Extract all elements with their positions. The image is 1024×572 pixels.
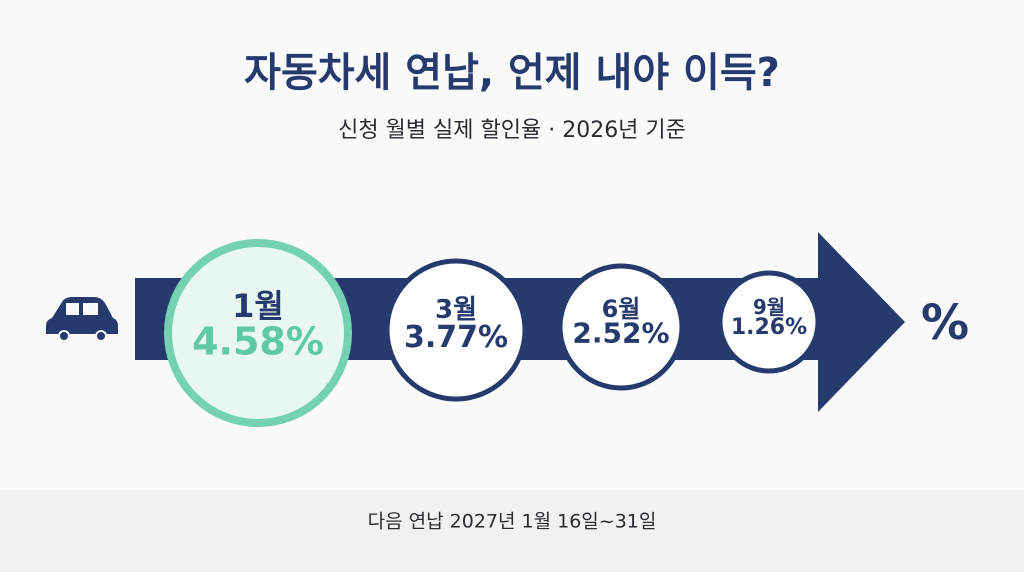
step-circle (717, 270, 821, 374)
step-rate: 3.77% (404, 320, 508, 355)
step-circle (164, 239, 352, 427)
arrow-end-label: % (921, 295, 969, 351)
step-rate: 1.26% (731, 315, 807, 340)
step-circle (384, 258, 528, 402)
footer-text: 다음 연납 2027년 1월 16일~31일 (368, 511, 657, 533)
step-rate: 4.58% (192, 319, 324, 363)
step-month: 1월 (232, 287, 284, 325)
subtitle: 신청 월별 실제 할인율 · 2026년 기준 (338, 118, 686, 143)
steps: 1월4.58% 3월3.77% 6월2.52% 9월1.26% (164, 239, 821, 427)
step-month: 6월 (602, 295, 641, 323)
footer-bar (0, 490, 1024, 572)
step-month: 3월 (435, 295, 477, 325)
title: 자동차세 연납, 언제 내야 이득? (244, 50, 780, 96)
step-circle (557, 263, 685, 391)
car-icon (46, 297, 118, 342)
step-rate: 2.52% (572, 316, 669, 349)
step-month: 9월 (753, 295, 785, 319)
